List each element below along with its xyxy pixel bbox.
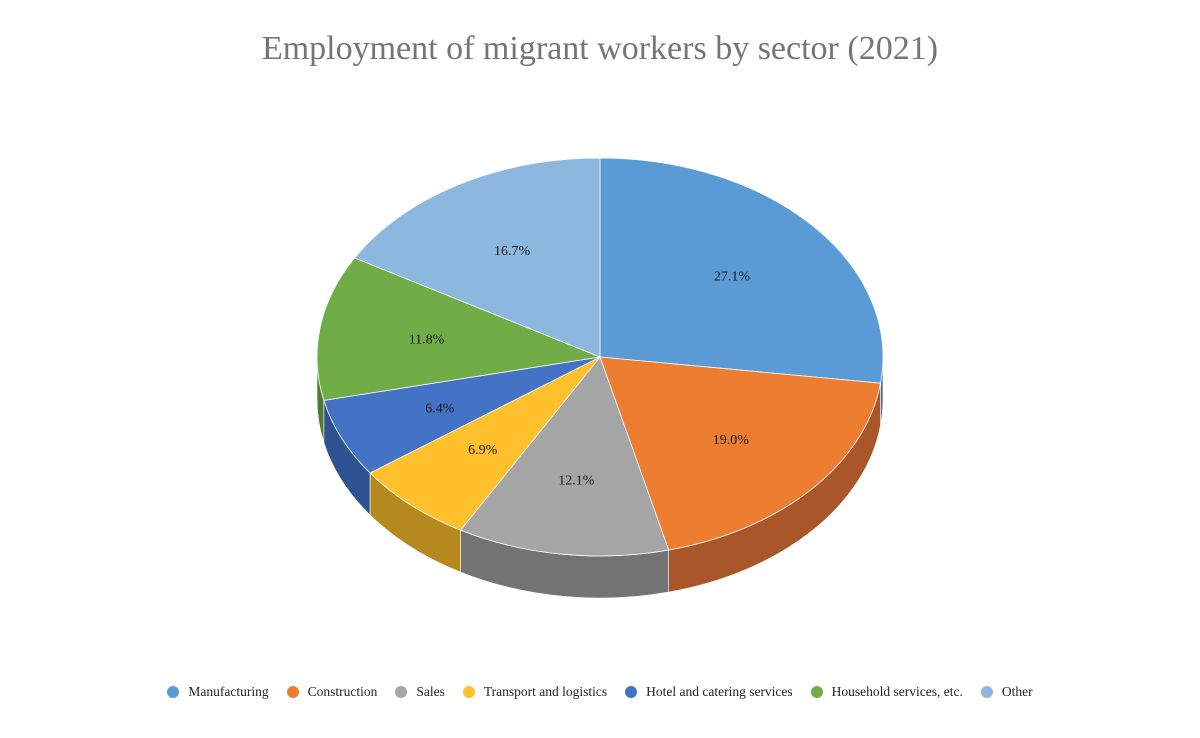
pie-slices: [316, 157, 884, 557]
legend-label: Manufacturing: [188, 684, 269, 699]
legend-marker: [286, 686, 299, 698]
pie-slice-household-services-etc: [316, 257, 602, 401]
legend-marker: [167, 686, 180, 698]
pie-data-labels: 27.1% 19.0% 12.1% 6.9% 6.4% 11.8% 16.7%: [409, 244, 751, 488]
data-label-manufacturing: 27.1%: [714, 270, 751, 285]
legend-item-transport-and-logistics: Transport and logistics: [462, 684, 608, 700]
legend-label: Household services, etc.: [831, 684, 963, 699]
pie-slice-transport-and-logistics: [369, 356, 601, 531]
pie-slice-hotel-and-catering-services: [323, 356, 601, 474]
chart-legend: Manufacturing Construction Sales Transport …: [0, 684, 1200, 700]
pie-slice-sales: [459, 356, 670, 557]
legend-label: Other: [1001, 684, 1033, 699]
legend-marker: [395, 686, 408, 698]
legend-marker: [625, 686, 638, 698]
pie-slice-manufacturing: [599, 157, 884, 384]
legend-item-hotel-and-catering-services: Hotel and catering services: [625, 684, 793, 700]
pie-slice-other: [353, 157, 601, 358]
legend-item-sales: Sales: [395, 684, 445, 700]
data-label-hotel-and-catering-services: 6.4%: [425, 401, 455, 416]
data-label-construction: 19.0%: [713, 433, 750, 448]
legend-label: Transport and logistics: [483, 684, 608, 699]
legend-marker: [980, 686, 993, 698]
pie-slice-construction: [599, 356, 882, 551]
data-label-other: 16.7%: [494, 244, 531, 259]
pie-sides: [316, 356, 884, 599]
legend-item-manufacturing: Manufacturing: [167, 684, 269, 700]
legend-label: Hotel and catering services: [646, 684, 793, 699]
legend-item-other: Other: [980, 684, 1033, 700]
legend-item-construction: Construction: [286, 684, 378, 700]
data-label-transport-and-logistics: 6.9%: [468, 443, 498, 458]
legend-marker: [462, 686, 475, 698]
legend-label: Sales: [416, 684, 445, 699]
data-label-sales: 12.1%: [558, 473, 595, 488]
legend-marker: [810, 686, 823, 698]
pie-chart: 27.1% 19.0% 12.1% 6.9% 6.4% 11.8% 16.7%: [316, 157, 884, 599]
legend-label: Construction: [307, 684, 378, 699]
chart-title: Employment of migrant workers by sector …: [261, 30, 939, 67]
data-label-household-services-etc: 11.8%: [409, 332, 445, 347]
legend-item-household-services-etc: Household services, etc.: [810, 684, 963, 700]
